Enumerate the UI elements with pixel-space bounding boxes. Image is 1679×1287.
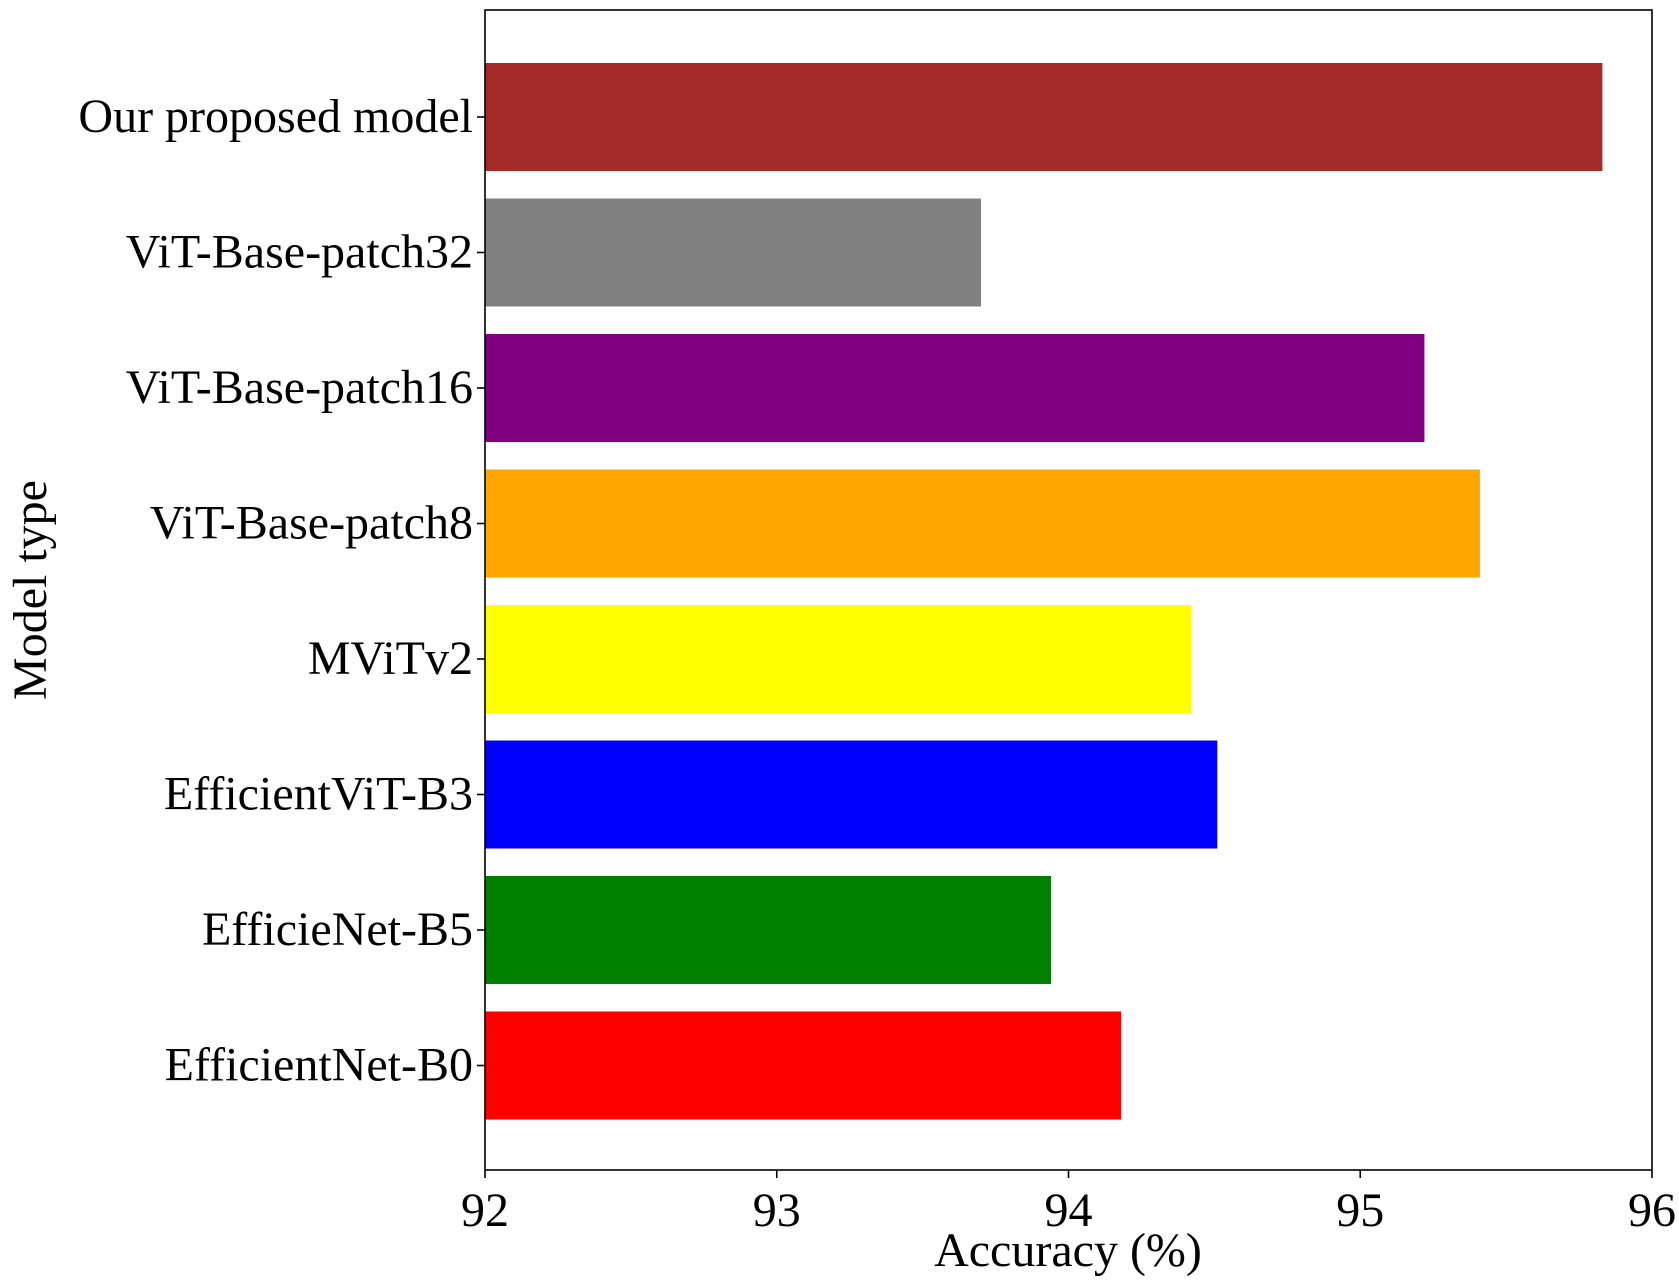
bar-6 bbox=[485, 876, 1051, 984]
bar-7 bbox=[485, 1011, 1122, 1120]
bar-1 bbox=[485, 198, 981, 307]
y-tick-label: Our proposed model bbox=[78, 90, 473, 143]
x-tick-label: 93 bbox=[753, 1184, 801, 1237]
x-axis-title: Accuracy (%) bbox=[934, 1224, 1202, 1277]
y-tick-label: EfficientNet-B0 bbox=[165, 1039, 473, 1092]
y-tick-label: MViTv2 bbox=[308, 632, 473, 685]
bars-group bbox=[485, 63, 1603, 1120]
bar-3 bbox=[485, 469, 1480, 578]
bar-5 bbox=[485, 740, 1218, 849]
y-axis-ticks: Our proposed model ViT-Base-patch32 ViT-Ba… bbox=[78, 90, 485, 1092]
x-tick-label: 96 bbox=[1628, 1184, 1676, 1237]
y-tick-label: EfficieNet-B5 bbox=[202, 903, 473, 956]
bar-4 bbox=[485, 605, 1192, 713]
bar-0 bbox=[485, 63, 1603, 171]
y-tick-label: EfficientViT-B3 bbox=[164, 768, 473, 821]
y-tick-label: ViT-Base-patch16 bbox=[126, 361, 473, 414]
x-axis-ticks: 92 93 94 95 96 bbox=[461, 1170, 1676, 1237]
x-tick-label: 94 bbox=[1045, 1184, 1093, 1237]
y-axis-title: Model type bbox=[4, 480, 57, 700]
bar-2 bbox=[485, 334, 1425, 442]
y-tick-label: ViT-Base-patch32 bbox=[126, 226, 473, 279]
y-tick-label: ViT-Base-patch8 bbox=[150, 497, 473, 550]
x-tick-label: 95 bbox=[1336, 1184, 1384, 1237]
x-tick-label: 92 bbox=[461, 1184, 509, 1237]
